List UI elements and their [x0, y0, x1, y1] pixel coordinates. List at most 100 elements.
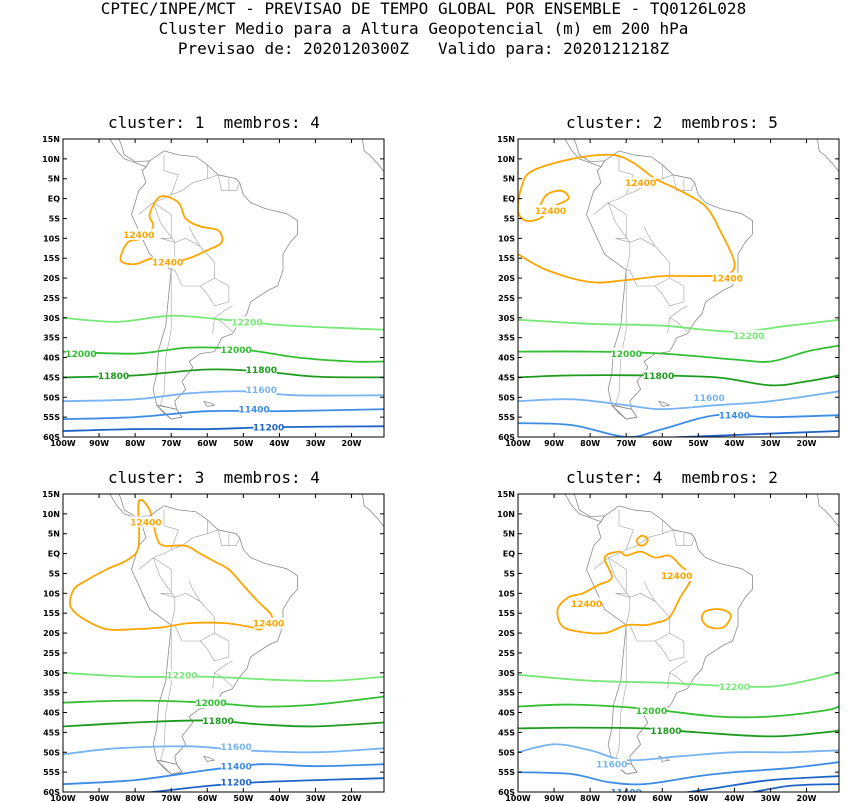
africa-coastline	[817, 494, 839, 527]
country-border	[217, 529, 229, 546]
lat-tick-label: 35S	[498, 334, 515, 343]
lat-tick-label: 15S	[498, 609, 515, 618]
contour-line	[63, 408, 384, 420]
contour-label: 12200	[231, 318, 262, 328]
central-america-caribbean-coast	[118, 139, 150, 168]
contour-label-bg	[246, 363, 277, 375]
lat-tick-label: 5S	[504, 214, 516, 223]
lat-tick-label: 40S	[498, 354, 515, 363]
lat-tick-label: 20S	[43, 274, 60, 283]
lat-tick-label: 40S	[498, 709, 515, 718]
island-coastline	[203, 755, 215, 762]
country-border	[593, 533, 663, 570]
contour-label: 12000	[195, 699, 226, 709]
lon-tick-label: 20W	[797, 794, 817, 803]
lat-tick-label: 50S	[43, 748, 60, 757]
contour-label-bg	[98, 369, 129, 381]
lat-tick-label: 10N	[42, 510, 60, 519]
country-border	[615, 270, 630, 410]
contour-label: 12400	[123, 231, 154, 241]
lat-tick-label: 25S	[43, 294, 60, 303]
south-america-coastline	[586, 505, 753, 775]
contour-label-bg	[231, 316, 262, 328]
contour-line-closed	[700, 608, 732, 630]
contour-label: 12400	[712, 275, 743, 285]
panel-title-cluster-2: cluster: 2 membros: 5	[566, 113, 778, 132]
country-border	[207, 529, 219, 534]
contour-label-bg	[643, 369, 674, 381]
lat-tick-label: 10S	[43, 234, 60, 243]
contour-label-bg	[636, 705, 667, 717]
lat-tick-label: 15S	[43, 609, 60, 618]
lat-tick-label: 45S	[498, 728, 515, 737]
contour-label: 11800	[246, 366, 277, 376]
contour-label-bg	[733, 330, 764, 342]
panel-title-cluster-3: cluster: 3 membros: 4	[108, 468, 320, 487]
header-line-2: Cluster Medio para a Altura Geopotencial…	[158, 19, 689, 38]
contour-line	[518, 318, 839, 333]
lon-tick-label: 60W	[197, 794, 217, 803]
contour-line	[518, 761, 839, 786]
central-america-caribbean-coast	[573, 494, 605, 523]
lat-tick-label: 5S	[49, 214, 61, 223]
lat-tick-label: 55S	[43, 413, 60, 422]
lat-tick-label: 15N	[42, 490, 60, 499]
lon-tick-label: 70W	[616, 439, 636, 448]
country-border	[217, 174, 229, 191]
contour-label: 12400	[152, 259, 183, 269]
country-border	[654, 277, 685, 307]
lon-tick-label: 100W	[505, 794, 531, 803]
contour-line	[518, 374, 839, 387]
lat-tick-label: 10N	[497, 510, 515, 519]
lon-tick-label: 40W	[269, 794, 289, 803]
contour-label: 12400	[661, 572, 692, 582]
country-border	[683, 182, 695, 191]
lat-tick-label: 25S	[43, 649, 60, 658]
lat-tick-label: 40S	[43, 354, 60, 363]
contour-label-bg	[712, 272, 743, 284]
lat-tick-label: 10S	[43, 589, 60, 598]
contour-label-bg	[195, 697, 226, 709]
contour-line	[518, 726, 839, 738]
lat-tick-label: 35S	[43, 689, 60, 698]
contour-line	[518, 413, 839, 437]
header-line-3: Previsao de: 2020120300Z Valido para: 20…	[177, 39, 670, 58]
contour-label-bg	[203, 714, 234, 726]
island-coastline	[658, 400, 670, 407]
lat-tick-label: 30S	[43, 669, 60, 678]
lon-tick-label: 90W	[89, 439, 109, 448]
lat-tick-label: 20S	[43, 629, 60, 638]
contour-label: 11800	[98, 372, 129, 382]
lat-tick-label: 55S	[498, 413, 515, 422]
header-line-1: CPTEC/INPE/MCT - PREVISAO DE TEMPO GLOBA…	[100, 0, 747, 18]
country-border	[212, 660, 233, 689]
country-border	[160, 625, 175, 765]
lon-tick-label: 20W	[797, 439, 817, 448]
contour-label-bg	[253, 421, 284, 433]
lat-tick-label: 15N	[497, 135, 515, 144]
map-panel-cluster-3: 12400 12400 12200 12000 11800 11600 11400 11200…	[42, 490, 385, 803]
country-border	[214, 672, 233, 687]
contour-label: 11600	[246, 386, 277, 396]
contour-label: 12200	[733, 332, 764, 342]
contour-line	[63, 671, 384, 682]
contour-label-bg	[246, 383, 277, 395]
contour-label-bg	[596, 758, 627, 770]
contour-label: 11600	[220, 743, 251, 753]
central-america-pacific-coast	[546, 494, 602, 523]
country-border	[625, 592, 670, 634]
lat-tick-label: 45S	[43, 728, 60, 737]
country-border	[667, 305, 688, 334]
lon-tick-label: 40W	[269, 439, 289, 448]
lat-tick-label: 15S	[498, 254, 515, 263]
africa-coastline	[817, 139, 839, 172]
contour-label: 12000	[636, 707, 667, 717]
contour-line	[518, 743, 839, 762]
lat-tick-label: 20S	[498, 629, 515, 638]
country-border	[152, 557, 176, 598]
panel-title-cluster-1: cluster: 1 membros: 4	[108, 113, 320, 132]
contour-label: 11400	[239, 406, 270, 416]
country-border	[618, 509, 634, 550]
contour-label: 11600	[596, 761, 627, 771]
contour-label: 12000	[65, 350, 96, 360]
